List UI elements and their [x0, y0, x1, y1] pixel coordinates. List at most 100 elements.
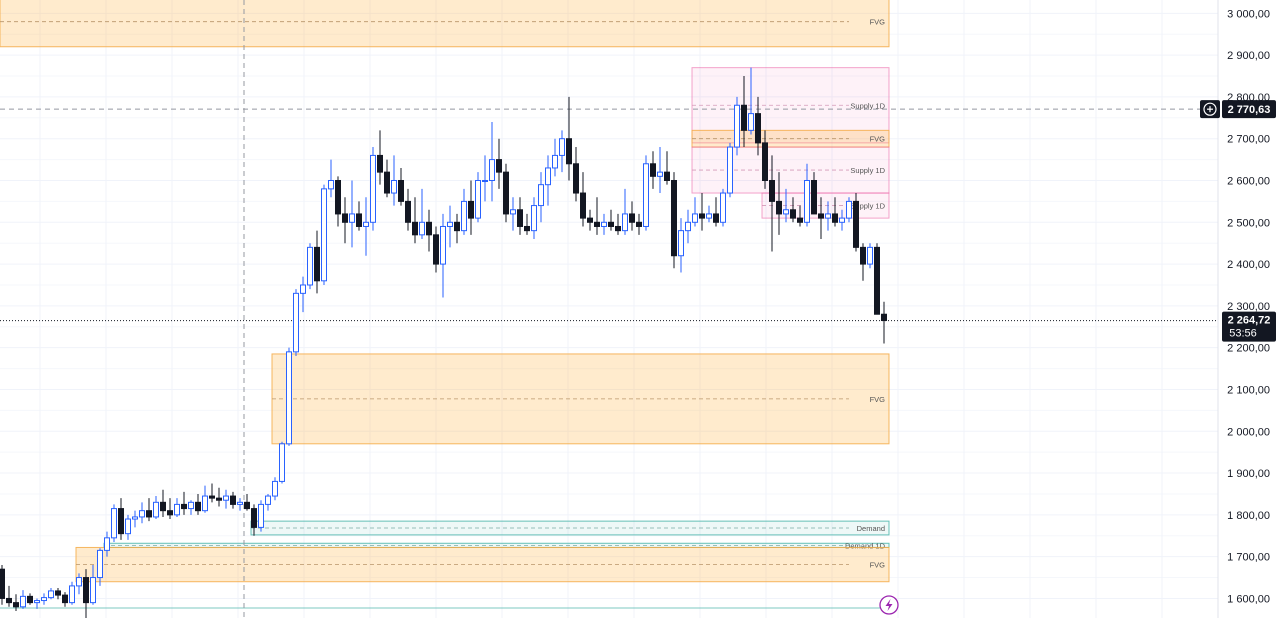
candle — [734, 96, 740, 156]
zones: FVG Supply 1D FVG Supply 1D Supply 1D FVG Dema… — [0, 0, 890, 609]
candle-body-up — [69, 585, 75, 604]
candle — [433, 226, 439, 273]
candle — [825, 201, 831, 231]
price-axis[interactable]: 3 000,002 900,002 800,002 700,002 600,00… — [1227, 8, 1270, 605]
y-tick-label: 2 200,00 — [1227, 343, 1270, 355]
candle — [482, 155, 488, 202]
add-alert-button[interactable] — [1200, 100, 1220, 119]
candle — [440, 213, 446, 298]
candle — [41, 593, 47, 605]
candle — [258, 500, 264, 532]
candle-body-up — [258, 503, 264, 528]
candle-body-up — [125, 518, 131, 535]
y-tick-label: 2 900,00 — [1227, 50, 1270, 62]
candle — [797, 205, 803, 227]
candle-body-down — [496, 159, 502, 173]
candle-body-up — [846, 200, 852, 219]
candle — [55, 587, 61, 600]
candle — [321, 184, 327, 285]
candle — [671, 172, 677, 269]
y-tick-label: 2 300,00 — [1227, 301, 1270, 313]
crosshair — [0, 0, 1218, 618]
candle-body-up — [48, 590, 54, 599]
zone-label: FVG — [870, 561, 886, 570]
candle-body-up — [90, 577, 96, 604]
candle — [335, 176, 341, 227]
candle-body-down — [6, 597, 12, 604]
candle — [111, 504, 117, 543]
candle — [811, 172, 817, 215]
candle-body-up — [370, 154, 376, 223]
y-tick-label: 2 500,00 — [1227, 217, 1270, 229]
bolt-icon[interactable] — [879, 595, 899, 615]
zone-label: Demand 1D — [845, 541, 886, 550]
candle — [839, 209, 845, 231]
candle — [755, 96, 761, 156]
candle-body-up — [321, 188, 327, 282]
candle — [650, 151, 656, 189]
candle-body-down — [118, 508, 124, 535]
candle — [314, 230, 320, 294]
candle-body-up — [97, 549, 103, 579]
zone-label: Supply 1D — [850, 101, 885, 110]
candle-body-down — [566, 138, 572, 165]
candle-body-down — [818, 213, 824, 219]
candle-body-down — [398, 179, 404, 202]
candle-body-up — [265, 495, 271, 505]
candle-body-down — [776, 200, 782, 215]
candle-body-down — [881, 313, 887, 322]
candle-body-up — [531, 205, 537, 232]
candle-body-down — [580, 192, 586, 219]
candle-body-down — [27, 595, 33, 604]
candle — [237, 498, 243, 511]
candle-body-up — [475, 179, 481, 219]
candle — [720, 188, 726, 227]
candle — [328, 159, 334, 198]
y-tick-label: 3 000,00 — [1227, 8, 1270, 20]
candle — [706, 205, 712, 223]
candle-body-up — [202, 495, 208, 512]
candle — [601, 213, 607, 235]
candle-body-up — [139, 510, 145, 518]
candle-body-down — [587, 217, 593, 223]
candle — [153, 496, 159, 520]
candle — [223, 489, 229, 509]
plus-circle-icon — [1203, 102, 1217, 116]
candle-body-down — [741, 104, 747, 131]
candle — [272, 477, 278, 501]
candle — [818, 197, 824, 240]
candle-body-down — [244, 501, 250, 510]
candle-body-up — [643, 163, 649, 227]
candle — [181, 491, 187, 515]
candle-body-down — [62, 594, 68, 604]
zone-label: FVG — [870, 135, 886, 144]
candle — [503, 163, 509, 223]
candle-body-down — [251, 508, 257, 528]
candle — [587, 209, 593, 231]
candle-body-up — [188, 501, 194, 510]
candle-body-up — [692, 213, 698, 223]
candle — [454, 213, 460, 244]
candle-body-up — [685, 221, 691, 232]
candle — [146, 498, 152, 522]
candle — [405, 188, 411, 231]
y-tick-label: 1 900,00 — [1227, 468, 1270, 480]
candle — [657, 147, 663, 194]
candle — [559, 130, 565, 173]
candle-body-up — [657, 171, 663, 177]
candle-body-down — [608, 221, 614, 227]
candle — [160, 489, 166, 517]
candle — [538, 172, 544, 223]
candle — [517, 197, 523, 235]
candle-body-up — [510, 209, 516, 215]
candle-body-up — [286, 351, 292, 445]
candle-body-down — [468, 200, 474, 219]
candle-body-up — [328, 179, 334, 190]
candle — [426, 209, 432, 252]
zone-label: Supply 1D — [850, 202, 885, 211]
icons[interactable] — [879, 100, 1220, 615]
zone-fvg — [0, 0, 890, 48]
candle-body-down — [790, 209, 796, 219]
candle — [461, 188, 467, 235]
